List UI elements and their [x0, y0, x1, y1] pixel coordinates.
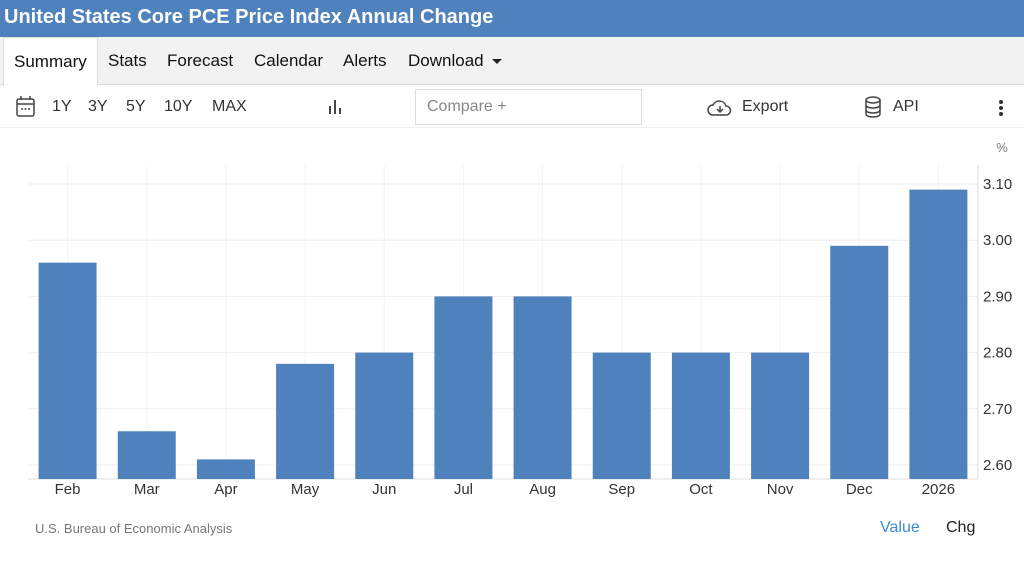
- database-icon[interactable]: [864, 96, 882, 118]
- x-tick-label: Nov: [767, 481, 794, 498]
- x-tick-label: May: [291, 481, 320, 498]
- x-tick-label: Oct: [689, 481, 713, 498]
- chart-type-icon[interactable]: [328, 99, 344, 115]
- bar-sep[interactable]: [592, 352, 651, 479]
- y-tick-label: 2.70: [983, 401, 1012, 418]
- tab-alerts[interactable]: Alerts: [343, 51, 387, 70]
- bar-mar[interactable]: [117, 431, 176, 479]
- tab-forecast[interactable]: Forecast: [167, 51, 234, 70]
- x-tick-label: 2026: [922, 481, 955, 498]
- bar-chart: Feb Mar Apr May Jun Jul Aug Sep Oct Nov Dec 2026 3.1…: [28, 140, 1012, 498]
- export-button[interactable]: Export: [742, 98, 789, 115]
- bar-may[interactable]: [276, 363, 335, 479]
- bar-feb[interactable]: [38, 262, 97, 479]
- bar-jul[interactable]: [434, 296, 493, 479]
- y-tick-label: 3.10: [983, 176, 1012, 193]
- x-tick-label: Jul: [454, 481, 473, 498]
- api-button[interactable]: API: [893, 98, 919, 115]
- bar-dec[interactable]: [830, 245, 889, 479]
- bar-aug[interactable]: [513, 296, 572, 479]
- x-tick-label: Sep: [608, 481, 635, 498]
- range-1y[interactable]: 1Y: [52, 98, 72, 115]
- x-tick-label: Jun: [372, 481, 396, 498]
- x-tick-label: Dec: [846, 481, 873, 498]
- bar-jun[interactable]: [355, 352, 414, 479]
- compare-input[interactable]: Compare +: [415, 89, 642, 125]
- range-3y[interactable]: 3Y: [88, 98, 108, 115]
- x-tick-label: Feb: [55, 481, 81, 498]
- x-tick-label: Aug: [529, 481, 556, 498]
- more-options-icon[interactable]: [998, 99, 1004, 117]
- bar-2026[interactable]: [909, 189, 968, 479]
- tab-stats[interactable]: Stats: [108, 51, 147, 70]
- cloud-download-icon[interactable]: [707, 98, 733, 118]
- source-label: U.S. Bureau of Economic Analysis: [35, 521, 233, 536]
- y-tick-label: 2.60: [983, 457, 1012, 474]
- x-tick-label: Apr: [214, 481, 237, 498]
- range-5y[interactable]: 5Y: [126, 98, 146, 115]
- x-tick-label: Mar: [134, 481, 160, 498]
- tab-calendar[interactable]: Calendar: [254, 51, 323, 70]
- value-toggle[interactable]: Value: [880, 519, 920, 536]
- tab-bar: Summary Stats Forecast Calendar Alerts D…: [0, 37, 1024, 86]
- caret-down-icon: [491, 59, 502, 65]
- chg-toggle[interactable]: Chg: [946, 519, 976, 536]
- y-tick-label: 2.90: [983, 288, 1012, 305]
- y-tick-label: 2.80: [983, 345, 1012, 362]
- bar-nov[interactable]: [751, 352, 810, 479]
- bar-apr[interactable]: [196, 459, 255, 479]
- y-unit-label: %: [996, 140, 1008, 155]
- page-title: United States Core PCE Price Index Annua…: [0, 0, 1024, 37]
- range-max[interactable]: MAX: [212, 98, 247, 115]
- download-label: Download: [408, 51, 484, 70]
- tab-summary[interactable]: Summary: [3, 37, 98, 86]
- range-10y[interactable]: 10Y: [164, 98, 193, 115]
- bar-oct[interactable]: [671, 352, 730, 479]
- chart-toolbar: 1Y 3Y 5Y 10Y MAX Compare + Export API: [0, 86, 1024, 128]
- tab-download[interactable]: Download: [408, 37, 502, 85]
- y-tick-label: 3.00: [983, 232, 1012, 249]
- calendar-icon[interactable]: [16, 96, 36, 118]
